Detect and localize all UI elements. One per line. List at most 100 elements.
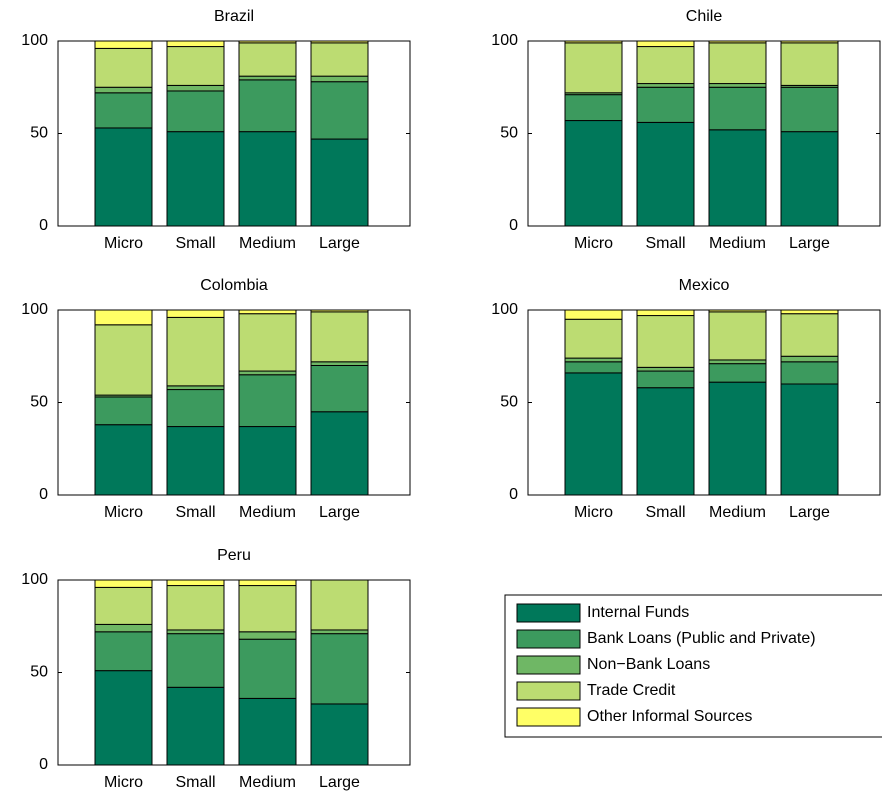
x-tick-label: Large <box>789 504 830 521</box>
chart-title: Peru <box>217 547 251 564</box>
y-tick-label: 100 <box>21 301 48 318</box>
bar-segment <box>238 131 297 227</box>
chart-title: Mexico <box>679 277 730 294</box>
bar-segment <box>166 309 225 318</box>
x-tick-label: Medium <box>709 235 766 252</box>
bar-segment <box>166 46 225 86</box>
bar-segment <box>94 40 153 49</box>
x-tick-label: Micro <box>574 504 613 521</box>
bar-segment <box>310 138 369 227</box>
bar-segment <box>636 121 695 227</box>
bar-segment <box>564 357 623 363</box>
y-tick-label: 100 <box>21 32 48 49</box>
bar-segment <box>708 359 767 365</box>
bar-segment <box>166 629 225 635</box>
legend-swatch <box>516 681 581 701</box>
y-tick-label: 50 <box>30 664 48 681</box>
x-tick-label: Micro <box>104 774 143 791</box>
bar-segment <box>636 309 695 317</box>
bar-segment <box>780 131 839 227</box>
bar-segment <box>310 75 369 83</box>
axes-box <box>57 579 411 766</box>
chart-title: Colombia <box>200 277 268 294</box>
legend-label: Bank Loans (Public and Private) <box>587 630 816 647</box>
bar-segment <box>564 309 623 320</box>
bar-segment <box>780 355 839 363</box>
chart-title: Brazil <box>214 8 254 25</box>
bar-segment <box>564 372 623 496</box>
bar-segment <box>310 365 369 413</box>
bar-segment <box>636 315 695 368</box>
bar-segment <box>166 633 225 688</box>
bar-segment <box>708 129 767 227</box>
bar-segment <box>708 42 767 85</box>
x-tick-label: Large <box>789 235 830 252</box>
bar-segment <box>238 75 297 81</box>
bar-segment <box>564 361 623 374</box>
bar-segment <box>166 385 225 391</box>
bar-segment <box>564 94 623 122</box>
y-tick-label: 50 <box>500 125 518 142</box>
y-tick-label: 50 <box>30 394 48 411</box>
bar-segment <box>166 389 225 428</box>
bar-segment <box>238 374 297 428</box>
x-tick-label: Small <box>175 504 215 521</box>
bar-segment <box>238 631 297 640</box>
bar-segment <box>780 86 839 133</box>
bar-segment <box>166 84 225 92</box>
bar-segment <box>636 387 695 496</box>
bar-segment <box>94 579 153 588</box>
bar-segment <box>166 40 225 48</box>
bar-segment <box>166 316 225 387</box>
bar-segment <box>94 631 153 672</box>
bar-segment <box>166 426 225 496</box>
axes-box <box>57 309 411 496</box>
legend-label: Trade Credit <box>587 682 676 699</box>
bar-segment <box>166 579 225 587</box>
bar-segment <box>238 42 297 77</box>
bar-segment <box>708 83 767 88</box>
x-tick-label: Large <box>319 235 360 252</box>
y-tick-label: 0 <box>509 486 518 503</box>
x-tick-label: Medium <box>239 774 296 791</box>
y-tick-label: 0 <box>39 756 48 773</box>
bar-segment <box>310 81 369 140</box>
axes-box <box>527 40 881 227</box>
bar-segment <box>636 366 695 372</box>
bar-segment <box>636 370 695 389</box>
bar-segment <box>564 120 623 227</box>
legend-label: Non−Bank Loans <box>587 656 710 673</box>
x-tick-label: Small <box>175 774 215 791</box>
bar-segment <box>708 311 767 361</box>
bar-segment <box>94 670 153 766</box>
bar-segment <box>636 40 695 48</box>
y-tick-label: 100 <box>21 571 48 588</box>
bar-segment <box>238 313 297 372</box>
bar-segment <box>166 585 225 631</box>
bar-segment <box>708 381 767 496</box>
x-tick-label: Small <box>645 504 685 521</box>
x-tick-label: Medium <box>709 504 766 521</box>
bar-segment <box>780 313 839 357</box>
bar-segment <box>238 79 297 133</box>
bar-segment <box>636 86 695 123</box>
bar-segment <box>166 90 225 133</box>
bar-segment <box>238 697 297 766</box>
x-tick-label: Large <box>319 774 360 791</box>
axes-box <box>527 309 881 496</box>
legend-swatch <box>516 655 581 675</box>
y-tick-label: 0 <box>39 486 48 503</box>
bar-segment <box>708 363 767 383</box>
bar-segment <box>310 633 369 705</box>
y-tick-label: 50 <box>500 394 518 411</box>
bar-segment <box>780 383 839 496</box>
bar-segment <box>94 86 153 94</box>
x-tick-label: Medium <box>239 235 296 252</box>
bar-segment <box>780 309 839 315</box>
x-tick-label: Large <box>319 504 360 521</box>
x-tick-label: Small <box>175 235 215 252</box>
chart-title: Chile <box>686 8 723 25</box>
bar-segment <box>238 638 297 699</box>
x-tick-label: Micro <box>574 235 613 252</box>
